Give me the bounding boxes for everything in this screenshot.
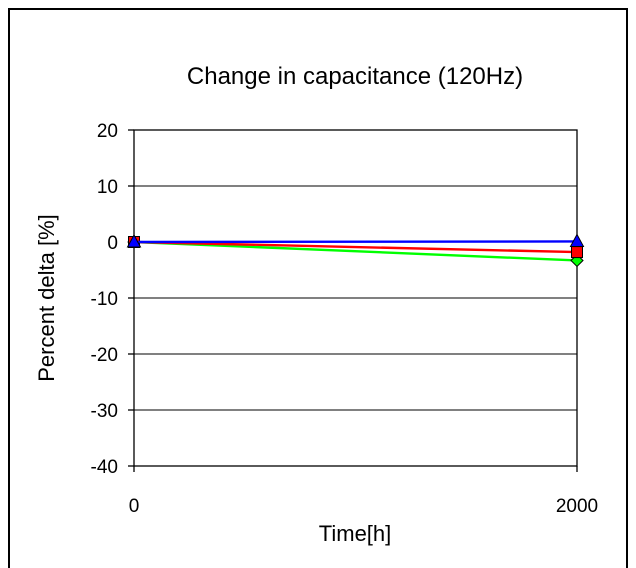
data-point — [126, 233, 142, 248]
y-axis-ticks: 20 10 0 -10 -20 -30 -40 — [91, 121, 134, 478]
y-tick-label: 20 — [97, 121, 118, 142]
x-axis-label: Time[h] — [319, 521, 392, 546]
series-line — [133, 240, 578, 262]
gridlines — [134, 185, 577, 411]
series-layer — [126, 233, 585, 268]
data-point — [569, 233, 585, 247]
y-tick-label: -30 — [91, 401, 118, 422]
chart-frame — [8, 8, 628, 568]
chart-title: Change in capacitance (120Hz) — [187, 63, 523, 90]
data-point — [571, 246, 583, 259]
series-3 — [126, 233, 585, 248]
y-tick-label: 0 — [107, 233, 118, 254]
series-line — [133, 240, 578, 244]
y-tick-label: 10 — [97, 177, 118, 198]
series-2 — [128, 236, 583, 259]
y-axis-label: Percent delta [%] — [34, 214, 59, 382]
x-tick-label: 2000 — [556, 496, 598, 517]
series-line — [133, 240, 578, 254]
x-tick-label: 0 — [129, 496, 140, 517]
y-tick-label: -40 — [91, 457, 118, 478]
x-axis-ticks: 0 2000 — [129, 466, 598, 517]
y-tick-label: -10 — [91, 289, 118, 310]
y-tick-label: -20 — [91, 345, 118, 366]
